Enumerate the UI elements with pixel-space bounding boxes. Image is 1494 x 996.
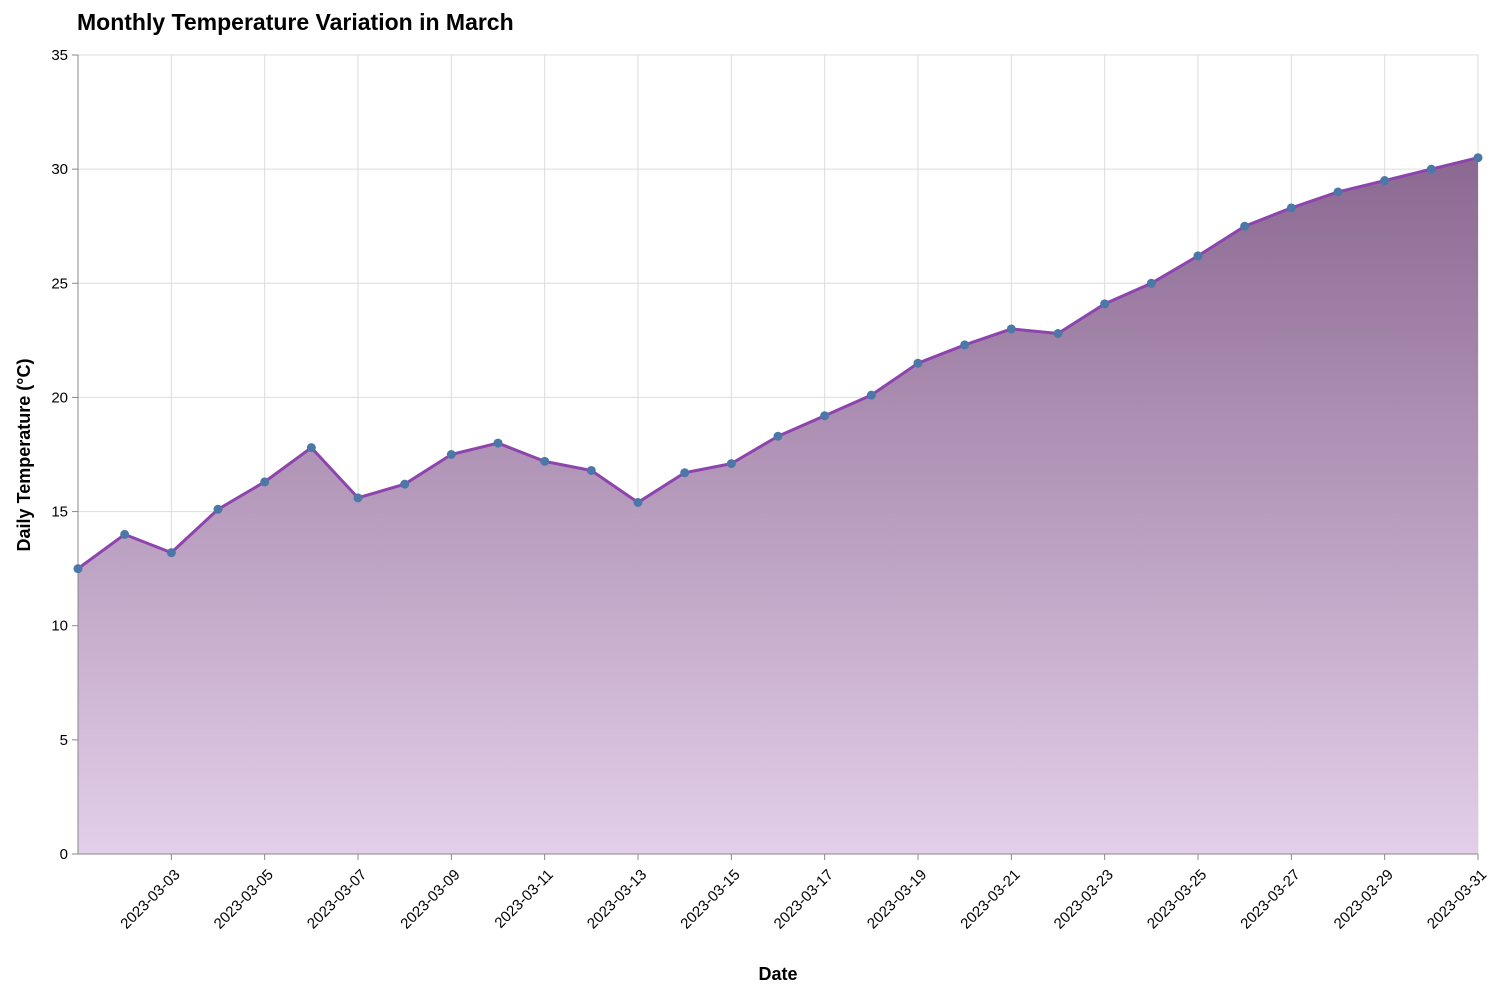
data-point-2023-03-11 [540, 456, 550, 466]
data-point-2023-03-06 [306, 443, 316, 453]
x-tick-label: 2023-03-15 [677, 866, 743, 932]
data-point-2023-03-12 [586, 465, 596, 475]
x-tick-label: 2023-03-05 [211, 866, 277, 932]
data-point-2023-03-09 [446, 450, 456, 459]
area-layer [78, 157, 1478, 855]
points [73, 153, 1483, 574]
data-point-2023-03-23 [1100, 299, 1110, 309]
data-point-2023-03-02 [120, 529, 130, 539]
data-point-2023-03-07 [353, 493, 363, 503]
y-tick-label: 20 [51, 389, 68, 406]
x-tick-label: 2023-03-03 [117, 866, 183, 932]
data-point-2023-03-03 [166, 548, 176, 558]
data-point-2023-03-05 [260, 477, 270, 487]
x-tick-label: 2023-03-31 [1424, 866, 1490, 932]
y-tick-label: 5 [60, 732, 68, 749]
data-point-2023-03-29 [1380, 176, 1390, 186]
data-point-2023-03-14 [680, 468, 690, 478]
data-point-2023-03-31 [1473, 153, 1483, 163]
data-point-2023-03-18 [866, 390, 876, 400]
data-point-2023-03-15 [726, 459, 736, 469]
x-tick-label: 2023-03-27 [1237, 866, 1303, 932]
data-point-2023-03-28 [1333, 187, 1343, 197]
x-tick-label: 2023-03-17 [771, 866, 837, 932]
data-point-2023-03-27 [1286, 203, 1296, 213]
data-point-2023-03-13 [633, 497, 643, 507]
data-point-2023-03-01 [73, 564, 83, 574]
chart-title: Monthly Temperature Variation in March [77, 9, 514, 35]
x-tick-label: 2023-03-23 [1051, 866, 1117, 932]
y-tick-label: 15 [51, 504, 68, 521]
x-tick-label: 2023-03-25 [1144, 866, 1210, 932]
data-point-2023-03-25 [1193, 251, 1203, 261]
y-axis-title: Daily Temperature (°C) [14, 359, 34, 552]
x-tick-label: 2023-03-13 [584, 866, 650, 932]
x-tick-label: 2023-03-21 [957, 866, 1023, 932]
data-point-2023-03-08 [400, 479, 410, 489]
data-point-2023-03-24 [1146, 278, 1156, 288]
data-point-2023-03-20 [960, 340, 970, 350]
data-point-2023-03-19 [913, 358, 923, 368]
y-tick-label: 35 [51, 47, 68, 64]
y-tick-label: 0 [60, 846, 68, 863]
x-tick-label: 2023-03-09 [397, 866, 463, 932]
data-point-2023-03-17 [820, 411, 830, 421]
y-tick-label: 25 [51, 275, 68, 292]
x-axis-title: Date [758, 964, 797, 984]
x-tick-label: 2023-03-29 [1331, 866, 1397, 932]
data-point-2023-03-10 [493, 438, 503, 448]
data-point-2023-03-16 [773, 431, 783, 441]
data-point-2023-03-04 [213, 504, 223, 514]
data-point-2023-03-30 [1426, 164, 1436, 174]
x-tick-label: 2023-03-11 [491, 866, 556, 931]
y-tick-label: 10 [51, 618, 68, 635]
x-tick-label: 2023-03-07 [304, 866, 370, 932]
data-point-2023-03-22 [1053, 329, 1063, 339]
data-point-2023-03-26 [1240, 221, 1250, 231]
x-tick-label: 2023-03-19 [864, 866, 930, 932]
data-point-2023-03-21 [1006, 324, 1016, 334]
temperature-area [78, 157, 1478, 855]
y-tick-label: 30 [51, 161, 68, 178]
